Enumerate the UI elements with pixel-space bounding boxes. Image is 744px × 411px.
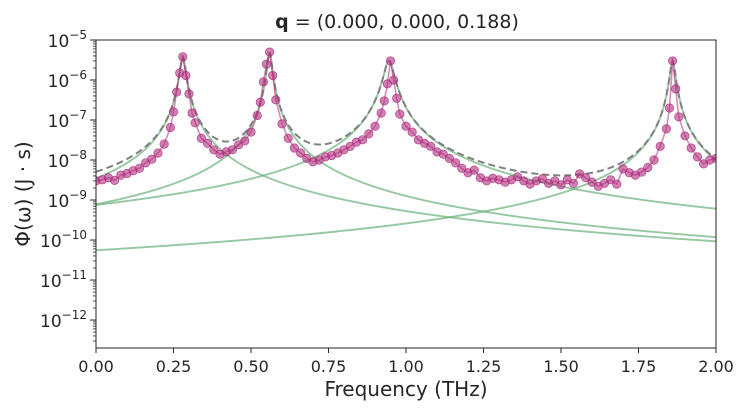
chart-title-rest: = (0.000, 0.000, 0.188) <box>289 11 519 33</box>
data-point <box>240 136 250 146</box>
x-tick-label: 0.50 <box>233 357 269 376</box>
data-point <box>556 180 566 190</box>
data-point <box>605 175 616 185</box>
data-point <box>692 152 703 162</box>
data-point <box>385 56 396 66</box>
data-point <box>181 70 191 81</box>
y-tick-label: 10−9 <box>48 188 87 212</box>
data-point <box>255 97 265 107</box>
data-point <box>364 129 374 139</box>
y-tick-label: 10−12 <box>40 308 87 332</box>
data-point <box>537 174 548 184</box>
data-point <box>134 163 144 173</box>
data-point <box>264 47 275 57</box>
data-point <box>227 145 237 155</box>
data-point <box>295 148 306 158</box>
data-point <box>450 158 461 168</box>
data-point <box>283 133 293 143</box>
data-point <box>469 165 479 175</box>
data-point <box>649 155 659 165</box>
data-point <box>184 89 194 99</box>
data-point <box>258 77 268 87</box>
y-tick-label: 10−10 <box>40 228 87 252</box>
data-point <box>664 103 675 113</box>
x-tick-label: 1.75 <box>621 357 657 376</box>
data-point <box>655 141 665 151</box>
data-point <box>674 112 684 122</box>
y-tick-label: 10−11 <box>40 268 87 292</box>
total-fit-line <box>96 51 716 177</box>
data-point <box>190 118 200 128</box>
data-point <box>680 131 690 141</box>
data-point <box>376 108 386 118</box>
x-axis-label: Frequency (THz) <box>324 377 487 401</box>
y-tick-label: 10−7 <box>48 108 87 132</box>
data-point <box>178 52 188 62</box>
x-tick-label: 1.00 <box>388 357 424 376</box>
data-point <box>636 167 647 177</box>
data-point <box>370 121 380 131</box>
data-point <box>379 96 389 106</box>
data-point <box>395 109 405 119</box>
data-point <box>196 133 206 143</box>
data-point <box>165 122 175 133</box>
data-point <box>187 108 197 118</box>
data-point <box>345 141 355 151</box>
data-point <box>261 59 272 69</box>
data-point <box>568 178 579 189</box>
y-tick-label: 10−5 <box>48 28 87 52</box>
chart-title: q = (0.000, 0.000, 0.188) <box>275 11 519 33</box>
data-point <box>209 145 219 155</box>
data-point <box>388 75 399 85</box>
y-axis-label: Φ(ω) (J · s) <box>11 141 35 246</box>
measured-series <box>96 47 716 191</box>
x-axis: 0.00 0.25 0.50 0.75 1.00 1.25 1.50 1.75 2.00 <box>78 348 734 376</box>
peak-fit-line-1 <box>96 53 716 243</box>
y-tick-label: 10−6 <box>48 68 87 92</box>
data-point <box>168 107 179 117</box>
data-point <box>643 162 653 173</box>
data-point <box>612 179 622 189</box>
y-axis: 10−12 10−11 10−10 10−9 10−8 10−7 10−6 10−5 <box>40 28 96 342</box>
data-point <box>671 84 681 94</box>
peak-fit-line-3 <box>96 59 716 210</box>
data-point <box>438 149 448 159</box>
data-point <box>357 135 368 145</box>
peak-fit-line-4 <box>96 57 716 252</box>
data-point <box>407 127 417 137</box>
data-point <box>661 124 672 134</box>
data-point <box>271 95 281 105</box>
fit-curves <box>96 51 716 252</box>
data-point <box>686 143 696 153</box>
x-tick-label: 0.00 <box>78 357 114 376</box>
data-point <box>457 163 467 173</box>
data-point <box>252 110 262 121</box>
x-tick-label: 1.25 <box>466 357 502 376</box>
data-point <box>444 153 454 163</box>
data-point <box>401 121 411 131</box>
peak-fit-line-2 <box>96 51 716 239</box>
data-point <box>172 87 182 97</box>
x-tick-label: 0.25 <box>156 357 192 376</box>
data-point <box>426 141 436 151</box>
data-point <box>153 148 163 158</box>
x-tick-label: 1.50 <box>543 357 579 376</box>
data-point <box>667 56 678 66</box>
x-tick-label: 0.75 <box>311 357 347 376</box>
data-point <box>203 138 213 149</box>
data-point <box>147 154 157 164</box>
data-point <box>581 173 591 183</box>
data-point <box>587 177 597 187</box>
y-tick-label: 10−8 <box>48 148 87 172</box>
data-point <box>268 70 278 81</box>
chart-title-bold: q <box>275 11 289 33</box>
data-point <box>392 93 402 103</box>
data-point <box>159 139 169 149</box>
data-point <box>277 119 287 129</box>
x-tick-label: 2.00 <box>698 357 734 376</box>
data-point <box>246 127 256 137</box>
data-point <box>289 143 299 153</box>
data-point <box>110 175 120 185</box>
